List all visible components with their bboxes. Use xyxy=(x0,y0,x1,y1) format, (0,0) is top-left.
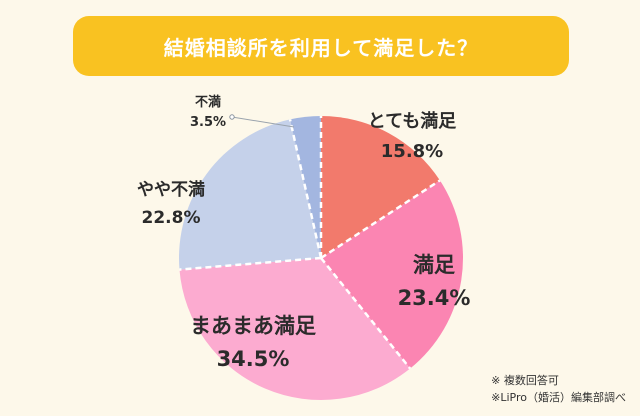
slice-value-2: 34.5% xyxy=(217,347,290,371)
slice-label-3: やや不満 22.8% xyxy=(137,179,205,228)
footnote-multiple-answers: ※ 複数回答可 xyxy=(491,374,559,387)
slice-value-4: 3.5% xyxy=(190,115,226,130)
leader-dot-4 xyxy=(229,114,235,120)
pie-slice-0 xyxy=(321,116,440,258)
leader-line-4 xyxy=(231,116,295,128)
slice-value-0: 15.8% xyxy=(381,141,443,162)
slice-category-2: まあまあ満足 xyxy=(190,314,316,338)
slice-category-0: とても満足 xyxy=(368,110,457,132)
title-banner: 結婚相談所を利用して満足した？ xyxy=(73,16,569,76)
footnote-source: ※LiPro（婚活）編集部調べ xyxy=(491,391,626,404)
slice-divider-1 xyxy=(320,179,441,260)
chart-title: 結婚相談所を利用して満足した？ xyxy=(163,35,479,60)
slice-dividers xyxy=(179,116,441,370)
pie-slice-2 xyxy=(179,258,411,400)
slice-value-1: 23.4% xyxy=(398,286,471,310)
slice-label-0: とても満足 15.8% xyxy=(368,110,457,162)
slice-label-4: 不満 3.5% xyxy=(190,94,295,130)
footnotes: ※ 複数回答可 ※LiPro（婚活）編集部調べ xyxy=(491,372,626,406)
pie-slice-1 xyxy=(321,180,464,369)
pie-slice-3 xyxy=(178,119,321,270)
slice-divider-4 xyxy=(288,119,323,259)
slice-category-3: やや不満 xyxy=(137,179,205,200)
slice-category-4: 不満 xyxy=(195,94,221,110)
slice-divider-3 xyxy=(179,256,322,271)
slice-divider-2 xyxy=(320,257,412,370)
slice-label-2: まあまあ満足 34.5% xyxy=(190,314,316,371)
slice-category-1: 満足 xyxy=(413,253,455,277)
slice-label-1: 満足 23.4% xyxy=(398,253,471,310)
slice-value-3: 22.8% xyxy=(142,208,201,228)
